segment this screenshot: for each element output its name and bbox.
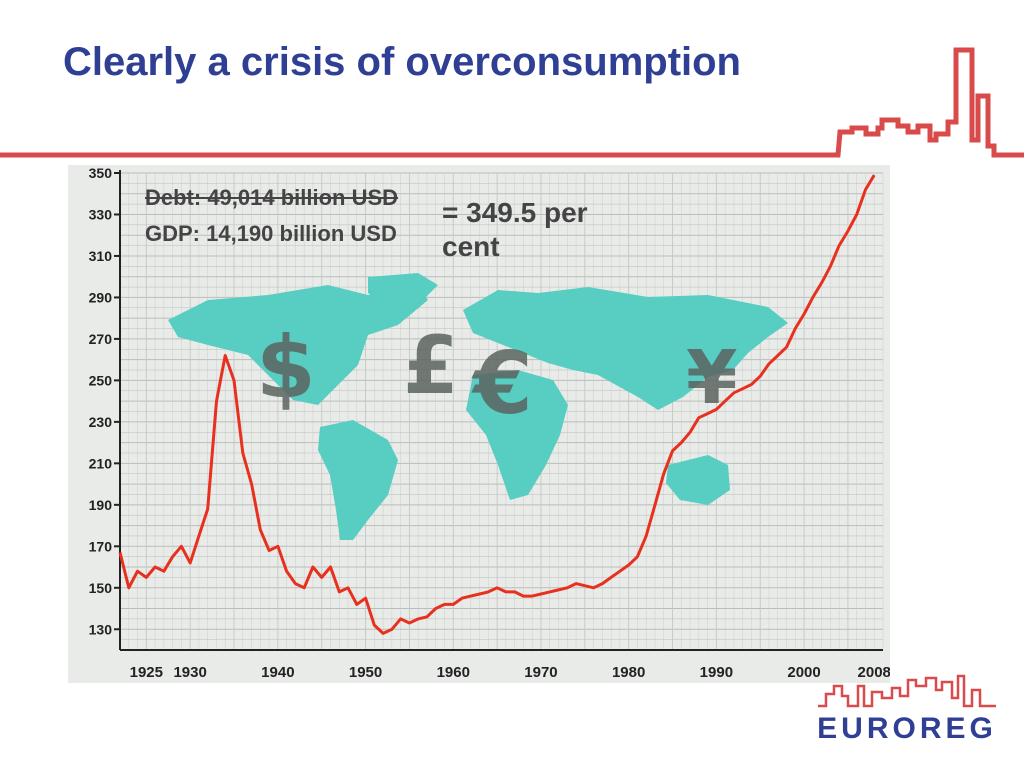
y-tick-label: 190 (89, 497, 113, 513)
yen-symbol: ¥ (686, 335, 738, 421)
header-skyline-rule (0, 47, 1024, 158)
axes (119, 170, 883, 651)
y-tick-label: 230 (89, 414, 113, 430)
dollar-symbol: $ (256, 318, 316, 418)
y-tick-label: 270 (89, 331, 113, 347)
y-tick-label: 170 (89, 538, 113, 554)
grid-lines (119, 172, 884, 651)
x-tick-label: 2008 (858, 664, 890, 681)
euroreg-logo: EUROREG (812, 672, 1002, 747)
x-tick-label: 1940 (261, 664, 294, 681)
x-tick-label: 1990 (700, 664, 733, 681)
y-tick-label: 130 (89, 621, 113, 637)
y-tick-label: 330 (89, 206, 113, 222)
y-tick-label: 150 (89, 580, 113, 596)
y-tick-label: 350 (89, 165, 113, 181)
pound-symbol: £ (403, 319, 459, 412)
city-skyline-icon (818, 674, 996, 708)
eurasia-shape (463, 287, 788, 410)
africa-shape (466, 370, 568, 500)
x-tick-label: 2000 (787, 664, 820, 681)
gdp-annotation: GDP: 14,190 billion USD (145, 221, 397, 246)
south-america-shape (318, 420, 398, 540)
debt-to-gdp-chart: $ £ € ¥ 130 150 170 190 210 230 250 270 290 310 33… (68, 165, 890, 683)
chart-svg: $ £ € ¥ 130 150 170 190 210 230 250 270 290 310 33… (89, 165, 890, 681)
logo-skyline-line (818, 674, 996, 708)
y-tick-label: 210 (89, 455, 113, 471)
header-rule-line (0, 47, 1024, 158)
x-tick-label: 1980 (612, 664, 645, 681)
world-map-currency-icon: $ £ € ¥ (168, 273, 788, 540)
australia-shape (666, 455, 730, 505)
x-tick-label: 1970 (524, 664, 557, 681)
y-tick-label: 310 (89, 248, 113, 264)
greenland-shape (368, 273, 438, 307)
logo-wordmark: EUROREG (817, 712, 997, 745)
north-america-shape (168, 285, 428, 405)
y-tick-label: 290 (89, 289, 113, 305)
x-tick-label: 1960 (437, 664, 470, 681)
debt-to-gdp-series-line (118, 174, 876, 635)
x-tick-label: 1925 (130, 664, 163, 681)
x-tick-label: 1950 (349, 664, 382, 681)
ratio-annotation: = 349.5 per cent (442, 197, 588, 262)
x-tick-label: 1930 (173, 664, 206, 681)
y-tick-labels: 130 150 170 190 210 230 250 270 290 310 330 350 (89, 165, 120, 637)
slide-title: Clearly a crisis of overconsumption (63, 40, 741, 84)
euro-symbol: € (471, 334, 533, 434)
x-tick-labels: 1925 1930 1940 1950 1960 1970 1980 1990 2000 2008 (130, 664, 890, 681)
debt-annotation: Debt: 49,014 billion USD (145, 185, 399, 210)
y-tick-label: 250 (89, 372, 113, 388)
